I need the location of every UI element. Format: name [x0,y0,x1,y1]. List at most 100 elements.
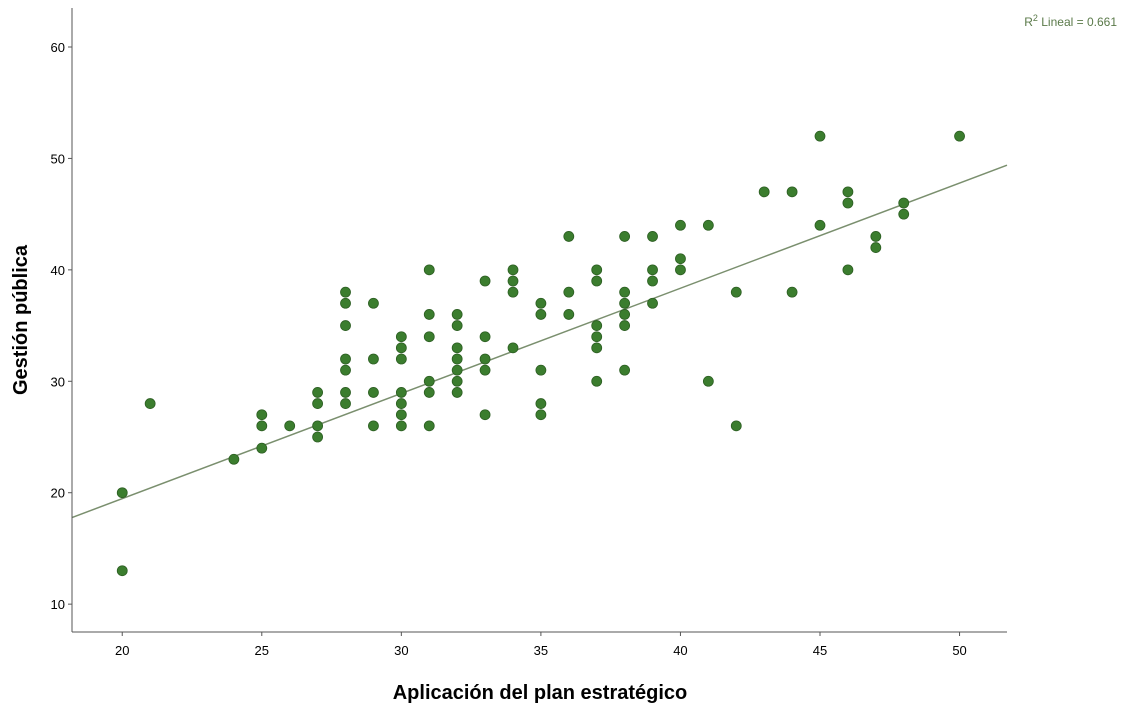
data-point [451,309,463,320]
data-point [954,130,965,142]
data-point [451,342,463,354]
data-point [619,309,631,320]
data-point [423,264,435,276]
x-tick-label: 35 [534,643,548,658]
data-point [479,409,491,421]
x-tick-label: 45 [813,643,827,658]
data-point [814,219,826,231]
data-point [451,387,463,398]
data-point [786,186,798,198]
data-point [535,309,547,320]
data-point [786,286,798,298]
data-point [842,186,854,198]
data-point [340,364,351,376]
data-point [814,130,826,142]
y-tick-label: 20 [51,486,65,501]
data-point [758,186,770,198]
data-point [423,309,435,320]
data-point [395,342,407,354]
data-point [619,320,631,331]
data-point [395,409,407,421]
data-point [340,286,351,298]
data-point [730,286,742,298]
data-point [423,387,435,398]
data-point [591,331,603,343]
data-point [451,353,463,365]
x-tick-label: 25 [255,643,269,658]
data-point [340,387,351,398]
y-tick-label: 50 [51,151,65,166]
data-point [647,264,658,276]
data-point [228,453,240,465]
x-tick-label: 40 [673,643,687,658]
data-point [647,275,658,287]
data-point [647,297,658,309]
data-point [144,398,156,409]
data-point [423,375,435,387]
data-point [591,375,603,387]
points-layer [116,130,965,577]
data-point [116,487,128,499]
data-point [479,275,491,287]
data-point [870,242,882,253]
data-point [702,219,714,231]
y-axis-title: Gestión pública [10,244,32,395]
data-point [312,387,324,398]
y-tick-label: 60 [51,40,65,55]
data-point [340,320,351,331]
data-point [395,387,407,398]
data-point [507,264,519,276]
data-point [619,364,631,376]
data-point [312,420,324,432]
data-point [563,231,575,242]
x-axis-title: Aplicación del plan estratégico [393,682,688,704]
data-point [479,364,491,376]
x-tick-label: 20 [115,643,129,658]
data-point [423,331,435,343]
data-point [340,297,351,309]
data-point [535,297,547,309]
r-squared-suffix: Lineal = 0.661 [1038,15,1117,29]
data-point [368,297,379,309]
data-point [507,342,519,354]
data-point [395,331,407,343]
data-point [312,431,324,443]
data-point [479,331,491,343]
data-point [256,442,268,454]
data-point [591,342,603,354]
data-point [507,286,519,298]
data-point [563,286,575,298]
y-tick-label: 10 [51,597,65,612]
data-point [619,286,631,298]
data-point [284,420,296,432]
data-point [340,353,351,365]
data-point [730,420,742,432]
data-point [451,364,463,376]
x-tick-label: 50 [952,643,966,658]
x-tick-label: 30 [394,643,408,658]
r-squared-superscript: 2 [1033,13,1038,23]
r-squared-label: R2 Lineal = 0.661 [1024,13,1117,29]
data-point [256,420,268,432]
y-tick-label: 40 [51,263,65,278]
data-point [451,375,463,387]
data-point [675,253,686,265]
data-point [340,398,351,409]
ticks-layer: 20 25 30 35 40 45 50 10 20 30 40 50 60 [51,40,967,658]
data-point [619,231,631,242]
data-point [535,398,547,409]
data-point [675,264,686,276]
data-point [870,231,882,242]
y-tick-label: 30 [51,374,65,389]
data-point [256,409,268,421]
data-point [368,420,379,432]
data-point [368,387,379,398]
data-point [898,197,910,209]
data-point [619,297,631,309]
data-point [702,375,714,387]
data-point [563,309,575,320]
data-point [507,275,519,287]
data-point [842,264,854,276]
data-point [368,353,379,365]
